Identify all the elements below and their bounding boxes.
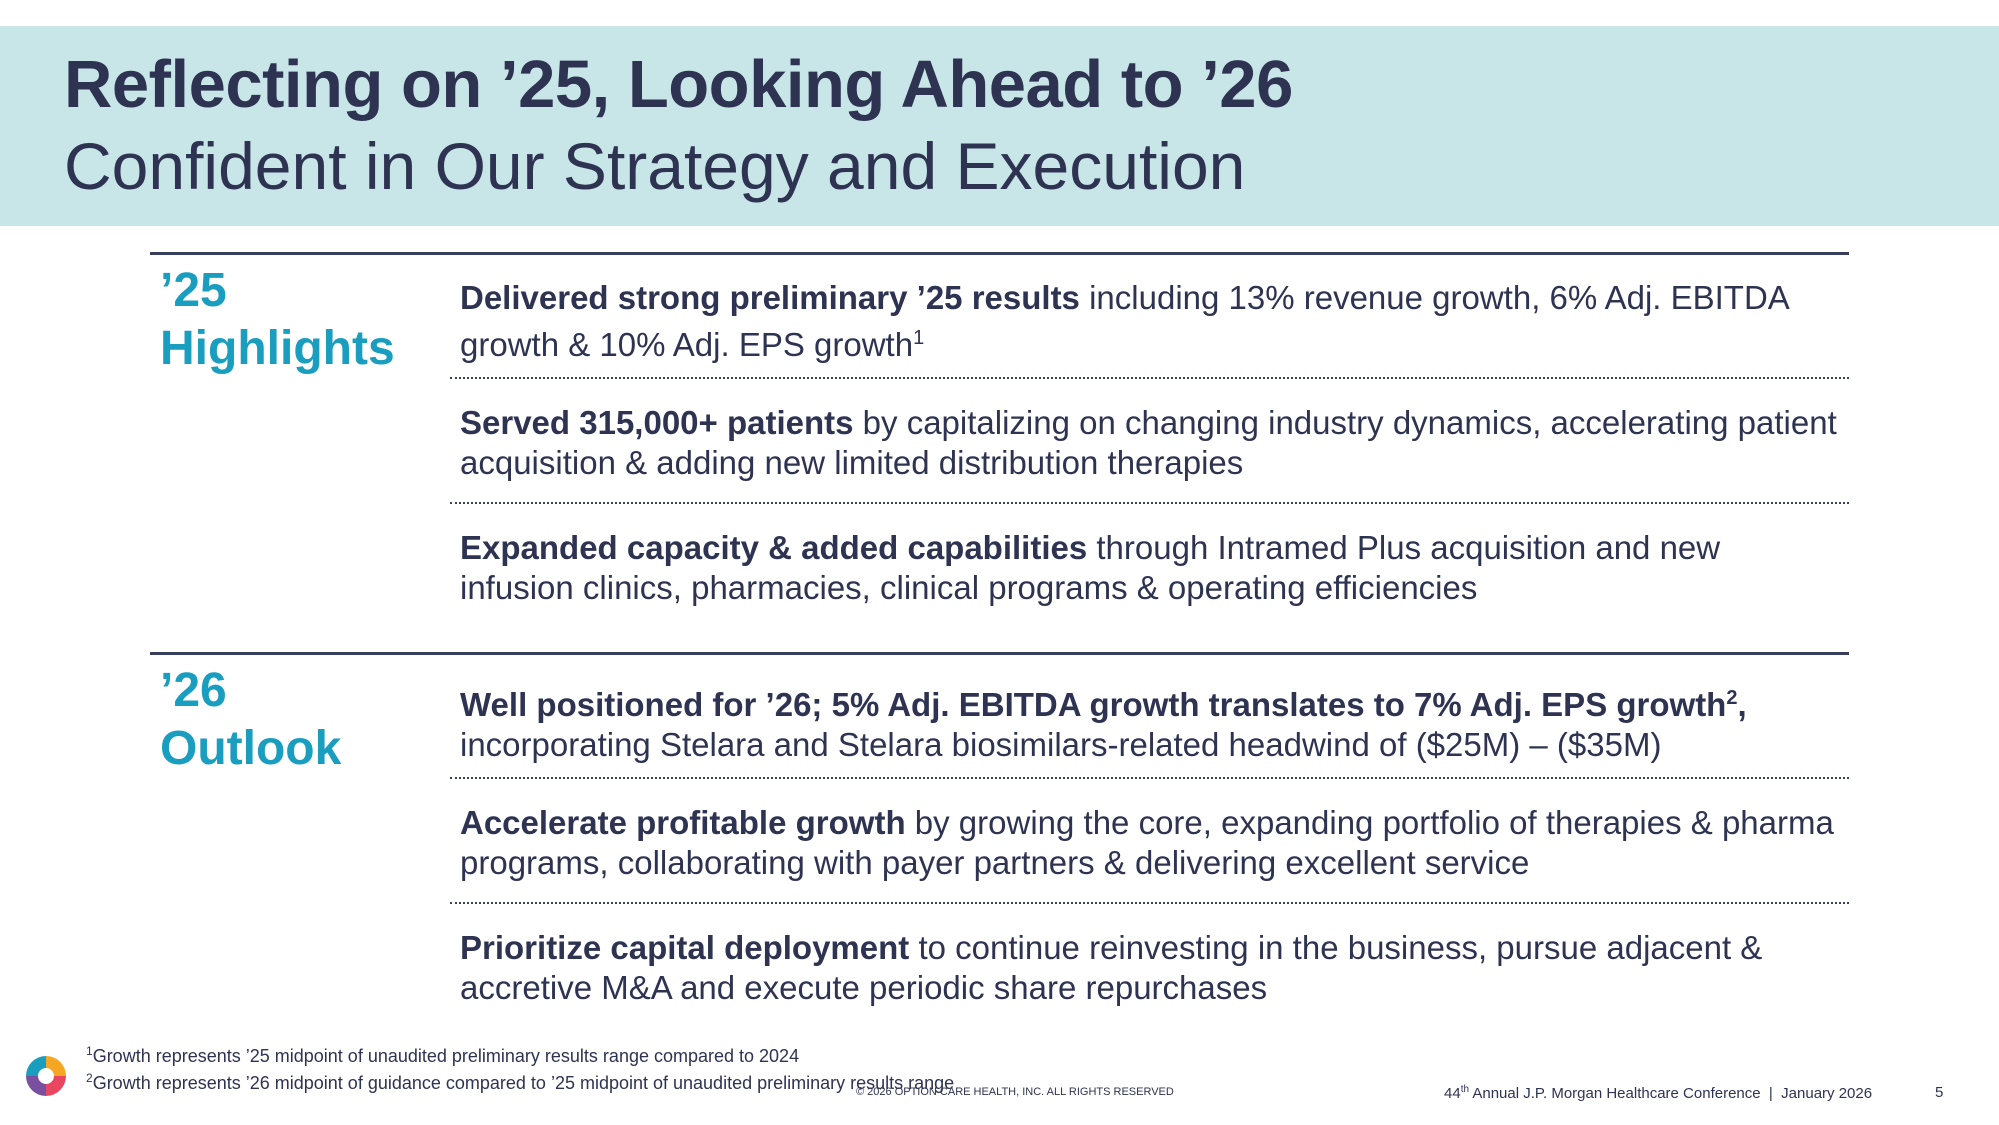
dotted-divider [450, 777, 1849, 779]
highlight-item: Delivered strong preliminary ’25 results… [460, 279, 1788, 363]
header-band [0, 26, 1999, 226]
conference-label: 44th Annual J.P. Morgan Healthcare Confe… [1444, 1084, 1873, 1102]
outlook-item: Accelerate profitable growth by growing … [460, 804, 1834, 881]
dotted-divider [450, 502, 1849, 504]
page-subtitle: Confident in Our Strategy and Execution [64, 129, 1246, 203]
page-title: Reflecting on ’25, Looking Ahead to ’26 [64, 47, 1293, 122]
section-label-highlights: ’25 Highlights [160, 264, 395, 375]
outlook-item: Prioritize capital deployment to continu… [460, 929, 1763, 1006]
footnotes: 1Growth represents ’25 midpoint of unaud… [86, 1040, 954, 1094]
section-divider [150, 252, 1849, 255]
dotted-divider [450, 902, 1849, 904]
footnote: 1Growth represents ’25 midpoint of unaud… [86, 1044, 800, 1066]
outlook-item: Well positioned for ’26; 5% Adj. EBITDA … [460, 686, 1747, 763]
footnote: 2Growth represents ’26 midpoint of guida… [86, 1071, 955, 1093]
section-label-outlook: ’26 Outlook [160, 664, 342, 775]
option-care-logo-icon [26, 1056, 66, 1096]
page-number: 5 [1935, 1084, 1944, 1101]
highlight-item: Served 315,000+ patients by capitalizing… [460, 404, 1837, 481]
copyright-notice: © 2026 Option Care Health, Inc. All righ… [856, 1086, 1174, 1098]
highlight-item: Expanded capacity & added capabilities t… [460, 529, 1721, 606]
dotted-divider [450, 377, 1849, 379]
section-divider [150, 652, 1849, 655]
